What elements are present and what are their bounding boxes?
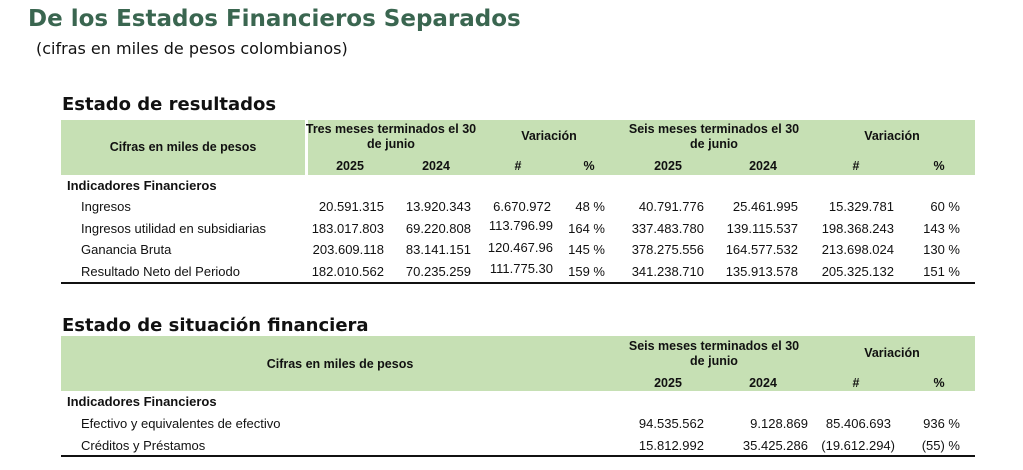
table-bottom-rule bbox=[61, 282, 975, 284]
header-variation-semester: Variación bbox=[864, 129, 920, 143]
section-label: Indicadores Financieros bbox=[67, 178, 217, 193]
row-label: Ingresos utilidad en subsidiarias bbox=[81, 221, 266, 236]
table-cell: 69.220.808 bbox=[405, 221, 471, 236]
header-hash-semester: # bbox=[852, 159, 860, 173]
table-cell: 143 % bbox=[923, 221, 960, 236]
header-year-2024-quarter: 2024 bbox=[422, 159, 450, 173]
table-cell: 40.791.776 bbox=[638, 199, 704, 214]
table-cell: 145 % bbox=[568, 242, 605, 257]
header-variation: Variación bbox=[864, 346, 920, 360]
page-title: De los Estados Financieros Separados bbox=[28, 6, 521, 32]
header-label: Cifras en miles de pesos bbox=[109, 140, 257, 154]
table-cell: 164.577.532 bbox=[725, 242, 798, 257]
header-year-2025-semester: 2025 bbox=[654, 159, 682, 173]
section-label: Indicadores Financieros bbox=[67, 394, 217, 409]
row-label: Ingresos bbox=[81, 199, 131, 214]
header-band bbox=[61, 336, 975, 391]
header-band-values bbox=[308, 120, 975, 175]
header-year-2024: 2024 bbox=[749, 376, 777, 390]
header-band-label bbox=[61, 120, 305, 175]
table-cell: (55) % bbox=[921, 438, 960, 453]
table-cell: 83.141.151 bbox=[405, 242, 471, 257]
table-cell: 25.461.995 bbox=[732, 199, 798, 214]
header-six-months: Seis meses terminados el 30 de junio bbox=[628, 122, 800, 151]
table-cell: 15.329.781 bbox=[828, 199, 894, 214]
table-bottom-rule bbox=[61, 455, 975, 457]
row-label: Ganancia Bruta bbox=[81, 242, 172, 257]
table-cell: 9.128.869 bbox=[750, 416, 808, 431]
row-label: Créditos y Préstamos bbox=[81, 438, 206, 453]
table-cell: 111.775.30 bbox=[489, 261, 553, 276]
header-year-2024-semester: 2024 bbox=[749, 159, 777, 173]
table-cell: 94.535.562 bbox=[638, 416, 704, 431]
header-six-months: Seis meses terminados el 30 de junio bbox=[628, 339, 800, 368]
table-cell: 164 % bbox=[568, 221, 605, 236]
table-cell: 6.670.972 bbox=[493, 199, 551, 214]
table-cell: 213.698.024 bbox=[821, 242, 894, 257]
table-cell: 70.235.259 bbox=[405, 264, 471, 279]
table-cell: 182.010.562 bbox=[311, 264, 384, 279]
balance-sheet-title: Estado de situación financiera bbox=[62, 315, 369, 336]
table-cell: 35.425.286 bbox=[742, 438, 808, 453]
page-subtitle: (cifras en miles de pesos colombianos) bbox=[36, 39, 348, 58]
table-cell: (19.612.294) bbox=[821, 438, 895, 453]
header-pct-quarter: % bbox=[583, 159, 595, 173]
table-cell: 120.467.96 bbox=[487, 240, 553, 255]
table-cell: 113.796.99 bbox=[488, 218, 553, 233]
header-three-months: Tres meses terminados el 30 de junio bbox=[305, 122, 477, 151]
header-hash-quarter: # bbox=[514, 159, 522, 173]
table-cell: 936 % bbox=[923, 416, 960, 431]
table-cell: 205.325.132 bbox=[821, 264, 894, 279]
income-statement-title: Estado de resultados bbox=[62, 94, 277, 115]
table-cell: 198.368.243 bbox=[821, 221, 894, 236]
table-cell: 85.406.693 bbox=[825, 416, 891, 431]
table-cell: 15.812.992 bbox=[638, 438, 704, 453]
table-cell: 20.591.315 bbox=[318, 199, 384, 214]
table-cell: 341.238.710 bbox=[631, 264, 704, 279]
header-variation-quarter: Variación bbox=[521, 129, 577, 143]
row-label: Efectivo y equivalentes de efectivo bbox=[81, 416, 281, 431]
table-cell: 139.115.537 bbox=[726, 221, 798, 236]
table-cell: 203.609.118 bbox=[312, 242, 384, 257]
row-label: Resultado Neto del Periodo bbox=[81, 264, 240, 279]
table-cell: 60 % bbox=[930, 199, 960, 214]
table-cell: 151 % bbox=[923, 264, 960, 279]
header-hash: # bbox=[852, 376, 860, 390]
header-pct: % bbox=[933, 376, 945, 390]
header-pct-semester: % bbox=[933, 159, 945, 173]
table-cell: 159 % bbox=[568, 264, 605, 279]
table-cell: 337.483.780 bbox=[631, 221, 704, 236]
table-cell: 183.017.803 bbox=[311, 221, 384, 236]
table-cell: 13.920.343 bbox=[405, 199, 471, 214]
table-cell: 135.913.578 bbox=[725, 264, 798, 279]
header-year-2025: 2025 bbox=[654, 376, 682, 390]
table-cell: 48 % bbox=[575, 199, 605, 214]
table-cell: 130 % bbox=[923, 242, 960, 257]
header-label: Cifras en miles de pesos bbox=[266, 357, 414, 371]
header-year-2025-quarter: 2025 bbox=[336, 159, 364, 173]
table-cell: 378.275.556 bbox=[631, 242, 704, 257]
